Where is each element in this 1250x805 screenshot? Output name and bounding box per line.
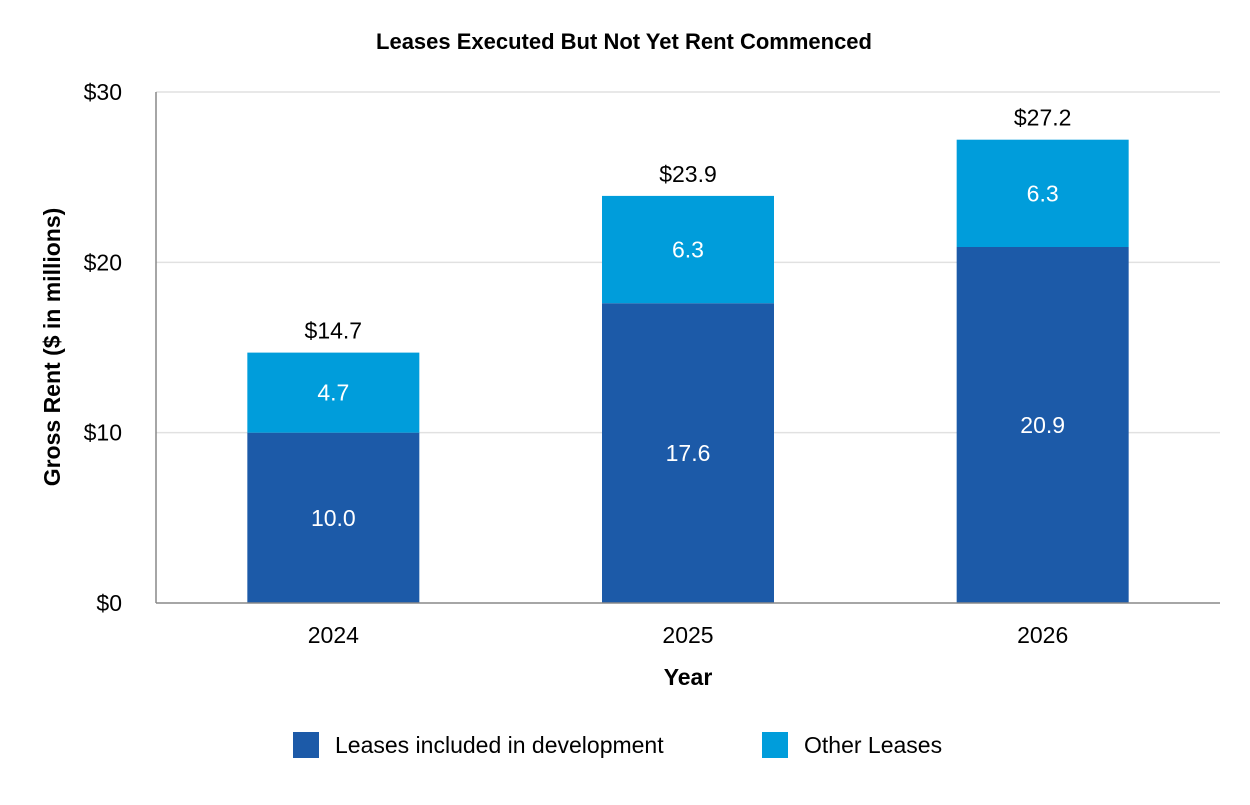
- bar-segment: [956, 139, 1129, 248]
- bar-value-label: 20.9: [1020, 412, 1065, 438]
- x-tick-label: 2026: [1017, 622, 1068, 648]
- x-axis-label: Year: [664, 664, 713, 690]
- y-tick-label: $10: [84, 420, 122, 446]
- bar-segment: [602, 195, 774, 304]
- legend-swatch: [293, 732, 319, 758]
- bar-value-label: 6.3: [672, 237, 704, 263]
- bar-segment: [956, 247, 1129, 603]
- y-tick-label: $30: [84, 79, 122, 105]
- legend-label: Other Leases: [804, 732, 942, 758]
- bar-value-label: 6.3: [1027, 180, 1059, 206]
- bar-value-label: 17.6: [666, 440, 711, 466]
- bar-total-label: $27.2: [1014, 105, 1072, 131]
- y-axis-label: Gross Rent ($ in millions): [39, 208, 65, 487]
- chart-title: Leases Executed But Not Yet Rent Commenc…: [376, 29, 872, 54]
- legend-label: Leases included in development: [335, 732, 664, 758]
- y-tick-label: $0: [96, 590, 122, 616]
- bar-value-label: 4.7: [317, 380, 349, 406]
- bar-value-label: 10.0: [311, 505, 356, 531]
- legend-swatch: [762, 732, 788, 758]
- bar-segment: [247, 352, 420, 433]
- bar-segment: [247, 432, 420, 603]
- bar-total-label: $14.7: [305, 318, 363, 344]
- x-tick-label: 2024: [308, 622, 359, 648]
- y-tick-label: $20: [84, 249, 122, 275]
- bar-total-label: $23.9: [659, 161, 717, 187]
- x-tick-label: 2025: [662, 622, 713, 648]
- bar-segment: [602, 303, 774, 603]
